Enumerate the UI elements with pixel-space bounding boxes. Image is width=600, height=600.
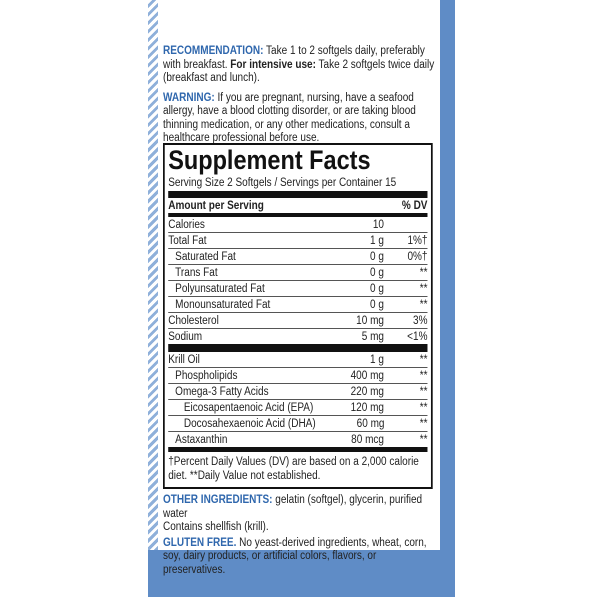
nutrient-row: Polyunsaturated Fat 0 g ** bbox=[168, 281, 428, 297]
nutrient-row: Docosahexaenoic Acid (DHA) 60 mg ** bbox=[168, 416, 428, 432]
nutrient-row: Eicosapentaenoic Acid (EPA) 120 mg ** bbox=[168, 400, 428, 416]
facts-title: Supplement Facts bbox=[168, 145, 371, 175]
recommendation: RECOMMENDATION: Take 1 to 2 softgels dai… bbox=[163, 45, 438, 86]
nutrient-amount: 120 mg bbox=[350, 402, 384, 414]
nutrient-dv: ** bbox=[419, 299, 428, 311]
nutrient-amount: 1 g bbox=[370, 235, 384, 247]
nutrient-name: Omega-3 Fatty Acids bbox=[175, 386, 269, 398]
dv-header: % DV bbox=[401, 200, 428, 212]
nutrient-name: Phospholipids bbox=[175, 370, 238, 382]
text: If you are pregnant, nursing, have a sea… bbox=[163, 91, 416, 145]
emphasis: For intensive use: bbox=[230, 58, 316, 71]
nutrient-dv: ** bbox=[419, 354, 428, 366]
nutrient-amount: 0 g bbox=[370, 251, 384, 263]
nutrient-dv bbox=[384, 217, 428, 232]
nutrient-row: Saturated Fat 0 g 0%† bbox=[168, 249, 428, 265]
nutrient-dv: ** bbox=[419, 434, 428, 446]
nutrient-name: Docosahexaenoic Acid (DHA) bbox=[183, 418, 316, 430]
pattern-strip bbox=[148, 0, 158, 550]
rows: Calories 10 Total Fat 1 g 1%† Saturated Fat 0 … bbox=[168, 217, 428, 452]
nutrient-amount: 0 g bbox=[370, 267, 384, 279]
nutrient-amount: 0 g bbox=[370, 299, 384, 311]
nutrient-dv: ** bbox=[419, 418, 428, 430]
heading: OTHER INGREDIENTS: bbox=[163, 494, 273, 506]
nutrient-amount: 1 g bbox=[370, 354, 384, 366]
nutrient-amount: 0 g bbox=[370, 283, 384, 295]
other-ingredients: OTHER INGREDIENTS: gelatin (softgel), gl… bbox=[163, 494, 438, 535]
nutrient-dv: ** bbox=[419, 267, 428, 279]
nutrient-row: Krill Oil 1 g ** bbox=[168, 352, 428, 368]
label-panel bbox=[158, 0, 440, 550]
nutrient-name: Trans Fat bbox=[175, 267, 218, 279]
heading: RECOMMENDATION: bbox=[163, 45, 264, 57]
nutrient-amount: 10 mg bbox=[356, 315, 384, 327]
nutrient-name: Saturated Fat bbox=[175, 251, 236, 263]
nutrient-amount: 10 bbox=[372, 219, 384, 231]
allergen: Contains shellfish (krill). bbox=[163, 521, 269, 533]
heading: GLUTEN FREE. bbox=[163, 536, 237, 549]
header-row: Amount per Serving % DV bbox=[168, 198, 428, 217]
nutrient-dv: 1%† bbox=[407, 235, 428, 247]
nutrient-row: Astaxanthin 80 mcg ** bbox=[168, 432, 428, 452]
nutrient-dv: 3% bbox=[413, 315, 428, 327]
text: No yeast-derived ingredients, wheat, cor… bbox=[163, 536, 427, 576]
nutrient-dv: ** bbox=[419, 283, 428, 295]
nutrient-name: Calories bbox=[168, 219, 205, 231]
nutrient-name: Krill Oil bbox=[168, 354, 200, 366]
nutrient-dv: <1% bbox=[407, 331, 428, 343]
gluten-free: GLUTEN FREE. No yeast-derived ingredient… bbox=[163, 537, 438, 578]
nutrient-row: Omega-3 Fatty Acids 220 mg ** bbox=[168, 384, 428, 400]
nutrient-amount: 60 mg bbox=[356, 418, 385, 430]
text: Take 1 to 2 softgels daily, preferably w… bbox=[163, 45, 425, 71]
nutrient-row: Monounsaturated Fat 0 g ** bbox=[168, 297, 428, 313]
serving: Serving Size 2 Softgels / Servings per C… bbox=[168, 175, 428, 198]
nutrient-dv: ** bbox=[419, 402, 428, 414]
footnote: †Percent Daily Values (DV) are based on … bbox=[168, 456, 419, 482]
nutrient-name: Monounsaturated Fat bbox=[175, 299, 271, 311]
nutrient-row: Phospholipids 400 mg ** bbox=[168, 368, 428, 384]
nutrient-amount: 5 mg bbox=[361, 331, 384, 343]
nutrient-name: Eicosapentaenoic Acid (EPA) bbox=[183, 402, 314, 414]
amount-header: Amount per Serving bbox=[168, 200, 264, 212]
text: Take 2 softgels twice daily (breakfast a… bbox=[163, 58, 435, 85]
nutrient-dv: ** bbox=[419, 370, 428, 382]
warning: WARNING: If you are pregnant, nursing, h… bbox=[163, 92, 438, 146]
nutrient-name: Cholesterol bbox=[168, 315, 219, 327]
ingredients: OTHER INGREDIENTS: gelatin (softgel), gl… bbox=[163, 494, 438, 583]
nutrient-row: Cholesterol 10 mg 3% bbox=[168, 313, 428, 329]
nutrient-dv: ** bbox=[419, 386, 428, 398]
nutrient-amount: 220 mg bbox=[350, 386, 384, 398]
nutrient-row: Trans Fat 0 g ** bbox=[168, 265, 428, 281]
supplement-facts: Supplement Facts Serving Size 2 Softgels… bbox=[163, 143, 433, 489]
nutrient-row: Total Fat 1 g 1%† bbox=[168, 233, 428, 249]
nutrient-name: Astaxanthin bbox=[175, 434, 228, 446]
nutrient-name: Polyunsaturated Fat bbox=[175, 283, 265, 295]
nutrient-dv: 0%† bbox=[407, 251, 428, 263]
nutrient-row: Sodium 5 mg <1% bbox=[168, 329, 428, 352]
nutrient-amount: 80 mcg bbox=[351, 434, 384, 446]
text: gelatin (softgel), glycerin, purified wa… bbox=[163, 494, 423, 520]
heading: WARNING: bbox=[163, 91, 215, 104]
nutrient-name: Total Fat bbox=[168, 235, 207, 247]
nutrient-name: Sodium bbox=[168, 331, 203, 343]
nutrient-row: Calories 10 bbox=[168, 217, 428, 233]
nutrient-amount: 400 mg bbox=[350, 370, 384, 382]
label-content: RECOMMENDATION: Take 1 to 2 softgels dai… bbox=[163, 45, 438, 576]
